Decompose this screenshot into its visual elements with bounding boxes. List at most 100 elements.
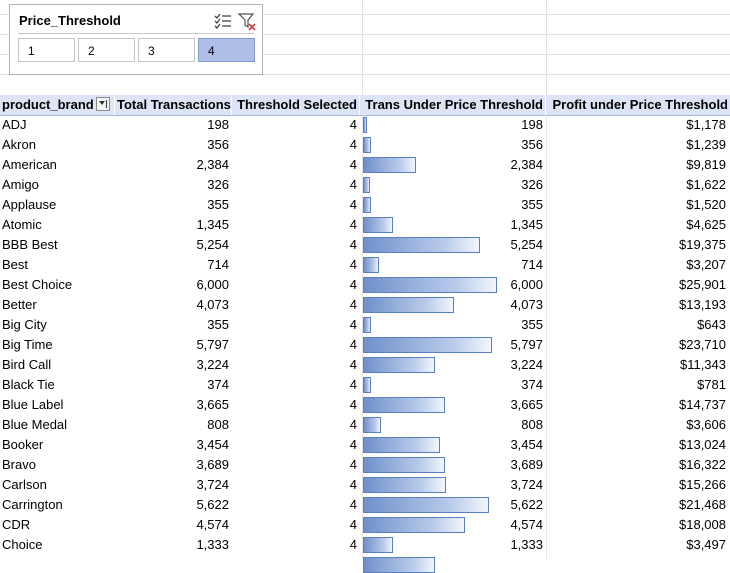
slicer-item-3[interactable]: 3 [138, 38, 195, 62]
brand-cell[interactable]: Bravo [2, 457, 36, 472]
brand-cell[interactable]: Blue Medal [2, 417, 68, 432]
threshold-selected-cell[interactable]: 4 [349, 217, 357, 232]
slicer-item-4[interactable]: 4 [198, 38, 255, 62]
profit-under-threshold-cell[interactable]: $14,737 [679, 397, 726, 412]
header-product-brand[interactable]: product_brand [0, 95, 115, 115]
profit-under-threshold-cell[interactable]: $1,178 [686, 117, 726, 132]
threshold-selected-cell[interactable]: 4 [349, 537, 357, 552]
total-transactions-cell[interactable]: 2,384 [196, 157, 229, 172]
threshold-selected-cell[interactable]: 4 [349, 357, 357, 372]
total-transactions-cell[interactable]: 808 [207, 417, 229, 432]
profit-under-threshold-cell[interactable]: $643 [697, 317, 726, 332]
trans-under-threshold-cell[interactable]: 198 [521, 117, 543, 132]
trans-under-threshold-cell[interactable]: 5,254 [510, 237, 543, 252]
total-transactions-cell[interactable]: 374 [207, 377, 229, 392]
profit-under-threshold-cell[interactable]: $3,207 [686, 257, 726, 272]
profit-under-threshold-cell[interactable]: $16,322 [679, 457, 726, 472]
threshold-selected-cell[interactable]: 4 [349, 137, 357, 152]
profit-under-threshold-cell[interactable]: $1,622 [686, 177, 726, 192]
trans-under-threshold-cell[interactable]: 326 [521, 177, 543, 192]
threshold-selected-cell[interactable]: 4 [349, 297, 357, 312]
total-transactions-cell[interactable]: 198 [207, 117, 229, 132]
header-profit-under-threshold[interactable]: Profit under Price Threshold [552, 97, 728, 112]
threshold-selected-cell[interactable]: 4 [349, 417, 357, 432]
brand-cell[interactable]: Better [2, 297, 37, 312]
brand-cell[interactable]: Big Time [2, 337, 53, 352]
trans-under-threshold-cell[interactable]: 2,384 [510, 157, 543, 172]
total-transactions-cell[interactable]: 356 [207, 137, 229, 152]
brand-cell[interactable]: Best Choice [2, 277, 73, 292]
filter-dropdown-icon[interactable] [95, 97, 110, 111]
trans-under-threshold-cell[interactable]: 4,073 [510, 297, 543, 312]
brand-cell[interactable]: ADJ [2, 117, 27, 132]
brand-cell[interactable]: Booker [2, 437, 44, 452]
brand-cell[interactable]: Applause [2, 197, 57, 212]
threshold-selected-cell[interactable]: 4 [349, 117, 357, 132]
price-threshold-slicer[interactable]: Price_Threshold 1 2 3 4 [9, 4, 263, 75]
trans-under-threshold-cell[interactable]: 3,224 [510, 357, 543, 372]
total-transactions-cell[interactable]: 3,665 [196, 397, 229, 412]
brand-cell[interactable]: Atomic [2, 217, 42, 232]
profit-under-threshold-cell[interactable]: $13,193 [679, 297, 726, 312]
total-transactions-cell[interactable]: 714 [207, 257, 229, 272]
threshold-selected-cell[interactable]: 4 [349, 477, 357, 492]
trans-under-threshold-cell[interactable]: 1,333 [510, 537, 543, 552]
total-transactions-cell[interactable]: 3,224 [196, 357, 229, 372]
total-transactions-cell[interactable]: 3,689 [196, 457, 229, 472]
profit-under-threshold-cell[interactable]: $25,901 [679, 277, 726, 292]
profit-under-threshold-cell[interactable]: $9,819 [686, 157, 726, 172]
total-transactions-cell[interactable]: 1,333 [196, 537, 229, 552]
threshold-selected-cell[interactable]: 4 [349, 177, 357, 192]
threshold-selected-cell[interactable]: 4 [349, 337, 357, 352]
total-transactions-cell[interactable]: 4,073 [196, 297, 229, 312]
total-transactions-cell[interactable]: 5,254 [196, 237, 229, 252]
total-transactions-cell[interactable]: 3,454 [196, 437, 229, 452]
trans-under-threshold-cell[interactable]: 808 [521, 417, 543, 432]
profit-under-threshold-cell[interactable]: $3,606 [686, 417, 726, 432]
total-transactions-cell[interactable]: 355 [207, 197, 229, 212]
brand-cell[interactable]: Amigo [2, 177, 39, 192]
brand-cell[interactable]: Black Tie [2, 377, 55, 392]
profit-under-threshold-cell[interactable]: $1,239 [686, 137, 726, 152]
brand-cell[interactable]: BBB Best [2, 237, 58, 252]
brand-cell[interactable]: CDR [2, 517, 31, 532]
profit-under-threshold-cell[interactable]: $23,710 [679, 337, 726, 352]
threshold-selected-cell[interactable]: 4 [349, 257, 357, 272]
brand-cell[interactable]: Carlson [2, 477, 47, 492]
trans-under-threshold-cell[interactable]: 3,665 [510, 397, 543, 412]
profit-under-threshold-cell[interactable]: $18,008 [679, 517, 726, 532]
threshold-selected-cell[interactable]: 4 [349, 277, 357, 292]
threshold-selected-cell[interactable]: 4 [349, 497, 357, 512]
trans-under-threshold-cell[interactable]: 5,622 [510, 497, 543, 512]
total-transactions-cell[interactable]: 5,622 [196, 497, 229, 512]
header-trans-under-threshold[interactable]: Trans Under Price Threshold [360, 95, 546, 115]
profit-under-threshold-cell[interactable]: $3,497 [686, 537, 726, 552]
total-transactions-cell[interactable]: 1,345 [196, 217, 229, 232]
trans-under-threshold-cell[interactable]: 714 [521, 257, 543, 272]
threshold-selected-cell[interactable]: 4 [349, 397, 357, 412]
profit-under-threshold-cell[interactable]: $781 [697, 377, 726, 392]
profit-under-threshold-cell[interactable]: $21,468 [679, 497, 726, 512]
profit-under-threshold-cell[interactable]: $1,520 [686, 197, 726, 212]
brand-cell[interactable]: Choice [2, 537, 43, 552]
trans-under-threshold-cell[interactable]: 5,797 [510, 337, 543, 352]
total-transactions-cell[interactable]: 3,724 [196, 477, 229, 492]
header-total-transactions[interactable]: Total Transactions [115, 95, 232, 115]
slicer-item-2[interactable]: 2 [78, 38, 135, 62]
trans-under-threshold-cell[interactable]: 1,345 [510, 217, 543, 232]
threshold-selected-cell[interactable]: 4 [349, 457, 357, 472]
header-threshold-selected[interactable]: Threshold Selected [232, 95, 360, 115]
brand-cell[interactable]: Best [2, 257, 29, 272]
threshold-selected-cell[interactable]: 4 [349, 437, 357, 452]
slicer-item-1[interactable]: 1 [18, 38, 75, 62]
brand-cell[interactable]: Blue Label [2, 397, 64, 412]
trans-under-threshold-cell[interactable]: 3,724 [510, 477, 543, 492]
threshold-selected-cell[interactable]: 4 [349, 237, 357, 252]
trans-under-threshold-cell[interactable]: 374 [521, 377, 543, 392]
profit-under-threshold-cell[interactable]: $19,375 [679, 237, 726, 252]
threshold-selected-cell[interactable]: 4 [349, 197, 357, 212]
total-transactions-cell[interactable]: 355 [207, 317, 229, 332]
profit-under-threshold-cell[interactable]: $4,625 [686, 217, 726, 232]
profit-under-threshold-cell[interactable]: $13,024 [679, 437, 726, 452]
brand-cell[interactable]: Akron [2, 137, 36, 152]
